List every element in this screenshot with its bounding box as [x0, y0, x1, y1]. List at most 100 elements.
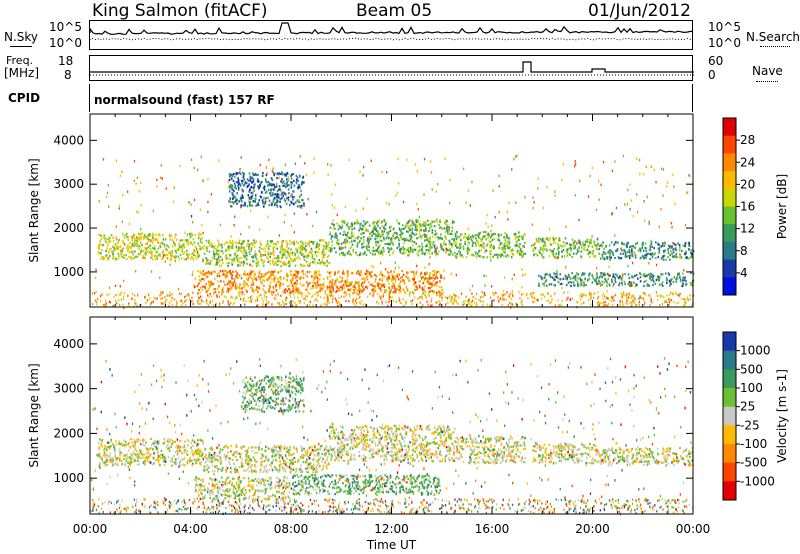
freq-trace	[90, 61, 694, 76]
velocity-xtick-label: 00:00	[73, 522, 108, 536]
noise-tick-top-left: 10^5	[49, 20, 82, 34]
velocity-colorbar-label: 25	[740, 400, 755, 414]
velocity-xlabel: Time UT	[366, 538, 417, 552]
velocity-band-8	[240, 375, 306, 414]
power-band-6	[193, 269, 443, 294]
freq-unit: [MHz]	[4, 66, 40, 80]
nsearch-label: N.Search	[746, 30, 800, 44]
velocity-colorbar-label: -100	[740, 437, 767, 451]
velocity-band-6	[193, 476, 293, 501]
power-band-0	[97, 232, 205, 261]
power-colorbar-label: 12	[740, 222, 755, 236]
velocity-band-0	[97, 437, 205, 467]
freq-tick-bottom: 8	[64, 68, 72, 82]
power-colorbar-label: 20	[740, 177, 755, 191]
nsky-legend-line	[10, 46, 32, 47]
velocity-colorbar-label: -500	[740, 456, 767, 470]
nave-legend-line	[756, 81, 778, 82]
velocity-scatter-noise	[91, 357, 694, 517]
freq-strip	[89, 55, 694, 81]
velocity-colorbar-label: -1000	[740, 474, 775, 488]
power-scatter-noise	[94, 154, 692, 310]
beam-title: Beam 05	[356, 1, 433, 21]
power-band-1	[203, 239, 331, 268]
velocity-ytick-label: 3000	[53, 382, 84, 396]
velocity-xtick-label: 12:00	[374, 522, 409, 536]
freq-tick-top: 18	[58, 54, 74, 68]
velocity-band-5	[597, 446, 694, 467]
power-band-3	[454, 230, 527, 259]
velocity-xtick-label: 08:00	[274, 522, 309, 536]
noise-trace	[90, 22, 694, 41]
cpid-label: CPID	[8, 91, 41, 105]
velocity-colorbar-swatch	[723, 481, 736, 501]
power-colorbar-swatch	[723, 259, 736, 278]
velocity-near-range	[90, 498, 694, 515]
velocity-band-4	[532, 442, 599, 465]
velocity-ytick-label: 1000	[53, 471, 84, 485]
power-band-5	[598, 241, 695, 261]
power-colorbar-swatch	[723, 135, 736, 154]
velocity-ylabel: Slant Range [km]	[27, 363, 41, 467]
power-panel: 1000 2000 3000 4000 Slant Range [km] 28 24 20 16…	[27, 113, 789, 310]
velocity-colorbar-swatch	[723, 406, 736, 426]
noise-tick-bottom-left: 10^0	[49, 36, 82, 50]
velocity-frame	[89, 316, 694, 515]
power-colorbar-label: 24	[740, 155, 755, 169]
velocity-colorbar-swatch	[723, 425, 736, 445]
velocity-band-2	[328, 424, 456, 463]
noise-tick-top-right: 10^5	[708, 20, 741, 34]
cpid-value: normalsound (fast) 157 RF	[94, 93, 275, 107]
power-band-4	[532, 236, 599, 259]
velocity-colorbar-swatch	[723, 444, 736, 464]
velocity-data-cells	[90, 357, 694, 517]
power-colorbar-swatch	[723, 171, 736, 190]
freq-label: Freq.	[6, 54, 34, 67]
nsearch-legend-line	[760, 46, 790, 47]
power-ytick-label: 2000	[53, 221, 84, 235]
velocity-band-1	[203, 444, 330, 474]
date-title: 01/Jun/2012	[588, 1, 691, 21]
velocity-xtick-label: 20:00	[575, 522, 610, 536]
velocity-colorbar-swatch	[723, 462, 736, 482]
velocity-band-7	[291, 473, 442, 496]
nave-tick-bottom: 0	[708, 68, 716, 82]
power-colorbar-swatch	[723, 224, 736, 243]
power-band-7	[228, 171, 305, 209]
power-colorbar-label: 4	[740, 266, 748, 280]
power-colorbar-swatch	[723, 153, 736, 172]
power-near-range	[91, 291, 695, 308]
power-band-2	[329, 219, 456, 257]
nave-label: Nave	[752, 64, 783, 78]
noise-tick-bottom-right: 10^0	[708, 36, 741, 50]
velocity-colorbar-title: Velocity [m s-1]	[775, 369, 789, 463]
noise-strip	[89, 20, 694, 50]
velocity-colorbar-label: 1000	[740, 344, 771, 358]
power-colorbar-title: Power [dB]	[775, 174, 789, 239]
velocity-colorbar-label: -25	[740, 418, 760, 432]
velocity-xtick-label: 04:00	[173, 522, 208, 536]
velocity-colorbar-frame	[722, 331, 737, 501]
nsky-label: N.Sky	[4, 30, 39, 44]
power-ylabel: Slant Range [km]	[27, 158, 41, 262]
power-colorbar-swatch	[723, 206, 736, 225]
power-data-cells	[91, 154, 695, 310]
velocity-colorbar-label: 500	[740, 362, 763, 376]
power-colorbar: 28 24 20 16 12 8 4 Power [dB]	[722, 117, 789, 296]
power-colorbar-swatch	[723, 188, 736, 207]
power-colorbar-swatch	[723, 277, 736, 296]
velocity-colorbar-label: 100	[740, 381, 763, 395]
cpid-box: normalsound (fast) 157 RF	[89, 84, 693, 112]
velocity-ytick-label: 2000	[53, 426, 84, 440]
velocity-colorbar-swatch	[723, 388, 736, 408]
velocity-xtick-label: 00:00	[676, 522, 711, 536]
station-title: King Salmon (fitACF)	[92, 1, 268, 21]
power-colorbar-label: 28	[740, 133, 755, 147]
velocity-ytick-label: 4000	[53, 337, 84, 351]
power-ytick-label: 3000	[53, 177, 84, 191]
velocity-colorbar-swatch	[723, 332, 736, 352]
power-ytick-label: 4000	[53, 133, 84, 147]
